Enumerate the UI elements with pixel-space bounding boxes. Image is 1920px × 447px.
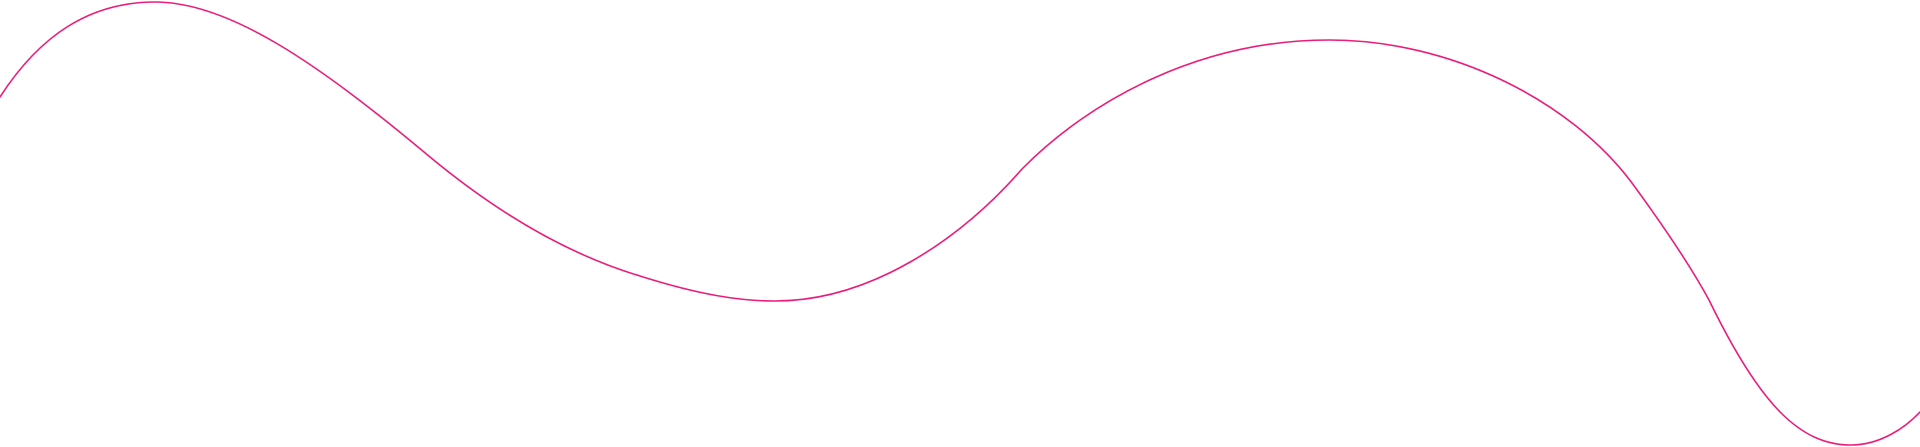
wave-curve (0, 1, 1920, 446)
decorative-wave-line (0, 1, 1920, 446)
